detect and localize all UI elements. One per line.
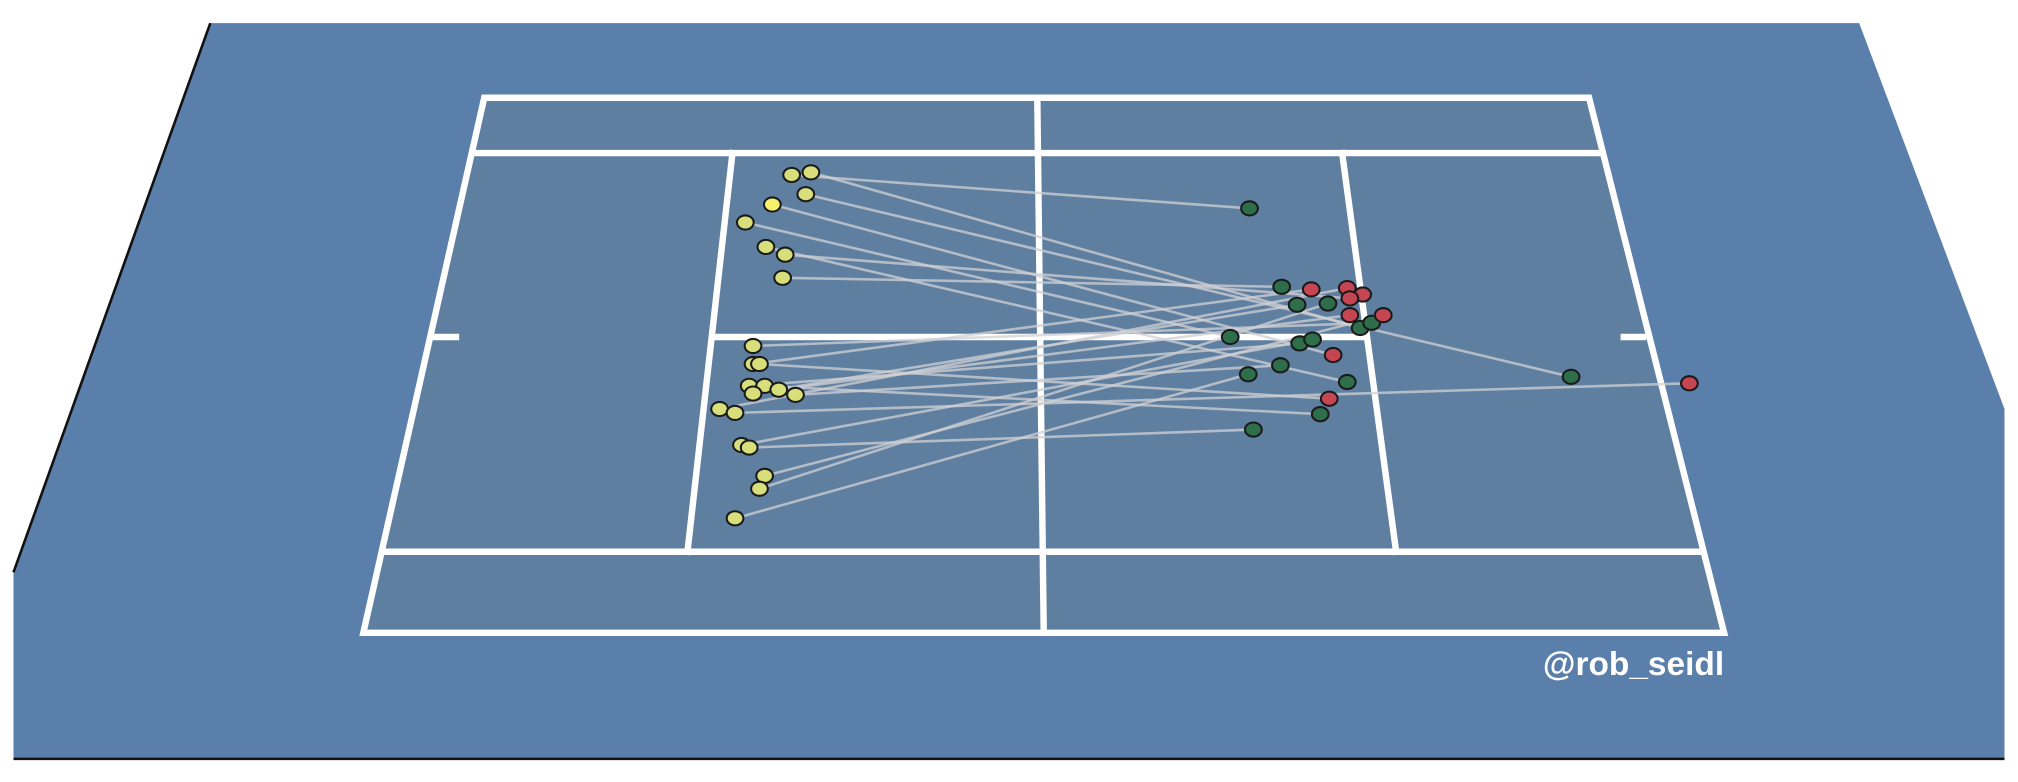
contact-marker: [1340, 307, 1360, 324]
bounce-marker: [756, 238, 776, 256]
contact-marker: [1301, 281, 1321, 298]
shot-line: [759, 362, 1330, 401]
shot-line: [764, 313, 1384, 478]
bounce-marker: [710, 400, 729, 418]
outer-line: [359, 94, 1729, 637]
bounce-marker: [739, 439, 759, 456]
credit: @rob_seidl: [1543, 646, 1724, 683]
bounce-marker: [773, 269, 793, 286]
ground-edge: [12, 22, 212, 573]
shot-line: [719, 286, 1348, 411]
contact-marker: [1323, 346, 1343, 364]
contact-marker: [1238, 366, 1258, 383]
shot-line: [752, 288, 1312, 366]
contact-marker: [1243, 421, 1263, 438]
shot-line: [749, 428, 1254, 449]
singles-line: [1338, 149, 1400, 556]
contact-marker: [1272, 278, 1292, 295]
contact-marker: [1240, 200, 1259, 217]
shot-line: [785, 253, 1350, 300]
shot-lines: [719, 171, 1690, 520]
bounce-marker: [769, 381, 789, 398]
contact-marker: [1318, 295, 1338, 312]
contact-marker: [1337, 373, 1357, 391]
bounce-marker: [762, 196, 782, 213]
net-line: [1034, 94, 1047, 637]
bounce-marker: [801, 164, 821, 181]
contact-marker: [1561, 368, 1581, 385]
bounce-marker: [786, 386, 805, 403]
contact-marker: [1287, 296, 1307, 313]
bounce-marker: [743, 385, 763, 402]
court-lines: [359, 94, 1729, 637]
bounce-marker: [735, 214, 755, 231]
bounce-marker: [743, 337, 763, 355]
shot-line: [782, 276, 1282, 289]
bounce-marker: [750, 355, 769, 373]
bounce-marker: [796, 186, 816, 203]
singles-line: [683, 149, 737, 556]
contact-marker: [1270, 357, 1290, 374]
contact-marker: [1373, 307, 1393, 324]
bounce-marker: [750, 480, 769, 497]
bounce-marker: [725, 510, 745, 527]
shot-line: [765, 245, 1348, 384]
contact-marker: [1319, 390, 1339, 407]
bounce-marker: [725, 404, 745, 421]
shot-line: [745, 221, 1231, 339]
shot-line: [734, 373, 1249, 520]
contact-marker: [1680, 375, 1699, 392]
contact-marker: [1220, 328, 1240, 346]
ball-markers: [710, 164, 1699, 527]
shot-line: [795, 363, 1281, 397]
contact-marker: [1340, 290, 1360, 307]
bounce-marker: [775, 246, 795, 263]
shot-line: [791, 173, 1250, 210]
contact-marker: [1310, 406, 1330, 423]
shot-line: [735, 381, 1690, 415]
contact-marker: [1303, 331, 1322, 348]
bounce-marker: [782, 166, 802, 184]
